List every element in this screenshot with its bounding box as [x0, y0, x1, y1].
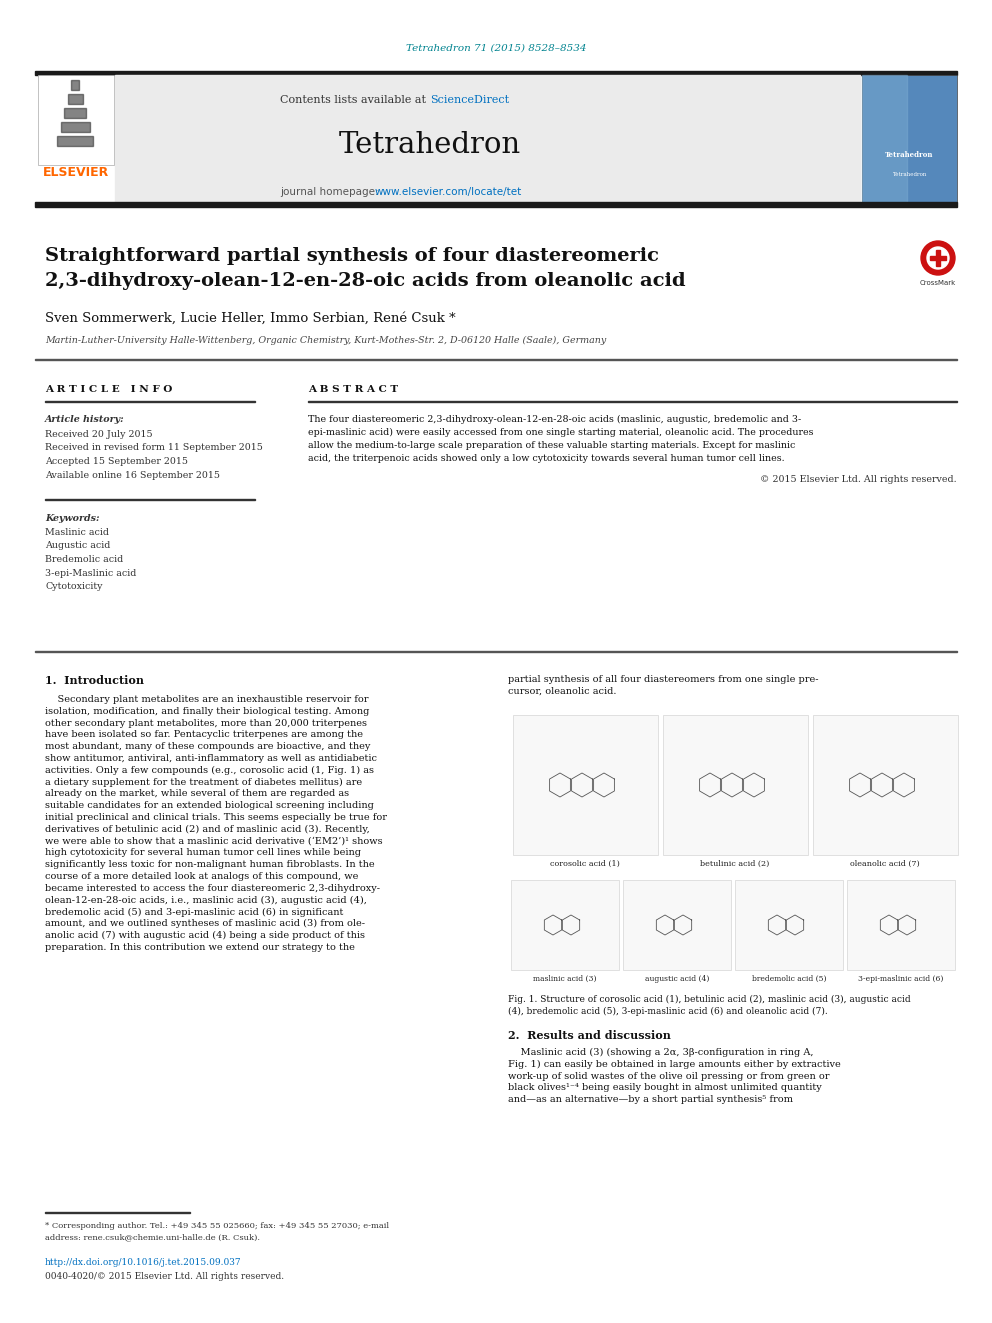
Text: bredemolic acid (5) and 3-epi-maslinic acid (6) in significant: bredemolic acid (5) and 3-epi-maslinic a… [45, 908, 343, 917]
Text: 1.  Introduction: 1. Introduction [45, 675, 144, 687]
Text: http://dx.doi.org/10.1016/j.tet.2015.09.037: http://dx.doi.org/10.1016/j.tet.2015.09.… [45, 1258, 242, 1267]
Text: Tetrahedron 71 (2015) 8528–8534: Tetrahedron 71 (2015) 8528–8534 [406, 44, 586, 53]
Bar [35, 202, 957, 206]
Text: amount, and we outlined syntheses of maslinic acid (3) from ole-: amount, and we outlined syntheses of mas… [45, 919, 365, 929]
Text: Martin-Luther-University Halle-Wittenberg, Organic Chemistry, Kurt-Mothes-Str. 2: Martin-Luther-University Halle-Wittenber… [45, 336, 606, 345]
Text: allow the medium-to-large scale preparation of these valuable starting materials: allow the medium-to-large scale preparat… [308, 441, 796, 450]
Text: initial preclinical and clinical trials. This seems especially be true for: initial preclinical and clinical trials.… [45, 814, 387, 822]
Bar [862, 75, 957, 205]
Text: show antitumor, antiviral, anti-inflammatory as well as antidiabetic: show antitumor, antiviral, anti-inflamma… [45, 754, 377, 763]
Text: 0040-4020/© 2015 Elsevier Ltd. All rights reserved.: 0040-4020/© 2015 Elsevier Ltd. All right… [45, 1271, 284, 1281]
Text: ELSEVIER: ELSEVIER [43, 165, 109, 179]
Text: have been isolated so far. Pentacyclic triterpenes are among the: have been isolated so far. Pentacyclic t… [45, 730, 363, 740]
Bar [64, 108, 86, 118]
Text: partial synthesis of all four diastereomers from one single pre-: partial synthesis of all four diastereom… [508, 675, 818, 684]
Circle shape [921, 241, 955, 275]
Text: Keywords:: Keywords: [45, 515, 99, 523]
Text: The four diastereomeric 2,3-dihydroxy-olean-12-en-28-oic acids (maslinic, august: The four diastereomeric 2,3-dihydroxy-ol… [308, 415, 802, 425]
Text: Sven Sommerwerk, Lucie Heller, Immo Serbian, René Csuk *: Sven Sommerwerk, Lucie Heller, Immo Serb… [45, 312, 455, 325]
Text: Straightforward partial synthesis of four diastereomeric: Straightforward partial synthesis of fou… [45, 247, 659, 265]
Text: oleanolic acid (7): oleanolic acid (7) [850, 860, 920, 868]
Text: significantly less toxic for non-malignant human fibroblasts. In the: significantly less toxic for non-maligna… [45, 860, 375, 869]
Text: 2,3-dihydroxy-olean-12-en-28-oic acids from oleanolic acid: 2,3-dihydroxy-olean-12-en-28-oic acids f… [45, 273, 685, 290]
Circle shape [927, 247, 949, 269]
Text: CrossMark: CrossMark [920, 280, 956, 286]
Bar [847, 880, 955, 970]
Text: corosolic acid (1): corosolic acid (1) [550, 860, 620, 868]
Text: © 2015 Elsevier Ltd. All rights reserved.: © 2015 Elsevier Ltd. All rights reserved… [761, 475, 957, 484]
Text: Tetrahedron: Tetrahedron [885, 151, 933, 159]
Text: Article history:: Article history: [45, 415, 125, 423]
Text: Contents lists available at: Contents lists available at [281, 95, 430, 105]
Text: other secondary plant metabolites, more than 20,000 triterpenes: other secondary plant metabolites, more … [45, 718, 367, 728]
Text: Tetrahedron: Tetrahedron [892, 172, 927, 177]
Text: work-up of solid wastes of the olive oil pressing or from green or: work-up of solid wastes of the olive oil… [508, 1072, 829, 1081]
Text: maslinic acid (3): maslinic acid (3) [534, 975, 597, 983]
Bar [57, 136, 93, 146]
Text: Secondary plant metabolites are an inexhaustible reservoir for: Secondary plant metabolites are an inexh… [45, 695, 368, 704]
Text: Accepted 15 September 2015: Accepted 15 September 2015 [45, 456, 188, 466]
Bar [71, 79, 79, 90]
Bar [623, 880, 731, 970]
Text: black olives¹⁻⁴ being easily bought in almost unlimited quantity: black olives¹⁻⁴ being easily bought in a… [508, 1084, 821, 1093]
Text: Tetrahedron: Tetrahedron [339, 131, 521, 159]
Text: * Corresponding author. Tel.: +49 345 55 025660; fax: +49 345 55 27030; e-mail: * Corresponding author. Tel.: +49 345 55… [45, 1222, 389, 1230]
Text: Received 20 July 2015: Received 20 July 2015 [45, 430, 153, 439]
Text: Available online 16 September 2015: Available online 16 September 2015 [45, 471, 220, 479]
Text: isolation, modification, and finally their biological testing. Among: isolation, modification, and finally the… [45, 706, 369, 716]
Text: Fig. 1. Structure of corosolic acid (1), betulinic acid (2), maslinic acid (3), : Fig. 1. Structure of corosolic acid (1),… [508, 995, 911, 1004]
Text: augustic acid (4): augustic acid (4) [645, 975, 709, 983]
Text: Fig. 1) can easily be obtained in large amounts either by extractive: Fig. 1) can easily be obtained in large … [508, 1060, 841, 1069]
Text: Bredemolic acid: Bredemolic acid [45, 556, 123, 564]
Bar [862, 75, 907, 205]
Text: 3-epi-maslinic acid (6): 3-epi-maslinic acid (6) [858, 975, 943, 983]
Text: Augustic acid: Augustic acid [45, 541, 110, 550]
Bar [511, 880, 619, 970]
Text: a dietary supplement for the treatment of diabetes mellitus) are: a dietary supplement for the treatment o… [45, 778, 362, 787]
Text: most abundant, many of these compounds are bioactive, and they: most abundant, many of these compounds a… [45, 742, 370, 751]
Text: cursor, oleanolic acid.: cursor, oleanolic acid. [508, 687, 616, 696]
Text: 2.  Results and discussion: 2. Results and discussion [508, 1031, 671, 1041]
Text: olean-12-en-28-oic acids, i.e., maslinic acid (3), augustic acid (4),: olean-12-en-28-oic acids, i.e., maslinic… [45, 896, 367, 905]
Text: A R T I C L E   I N F O: A R T I C L E I N F O [45, 385, 173, 394]
Text: address: rene.csuk@chemie.uni-halle.de (R. Csuk).: address: rene.csuk@chemie.uni-halle.de (… [45, 1233, 260, 1241]
Text: ScienceDirect: ScienceDirect [430, 95, 509, 105]
Text: A B S T R A C T: A B S T R A C T [308, 385, 398, 394]
Text: www.elsevier.com/locate/tet: www.elsevier.com/locate/tet [375, 187, 522, 197]
Bar [35, 71, 957, 75]
Bar [930, 255, 946, 261]
Bar [663, 714, 808, 855]
Text: (4), bredemolic acid (5), 3-epi-maslinic acid (6) and oleanolic acid (7).: (4), bredemolic acid (5), 3-epi-maslinic… [508, 1007, 827, 1016]
Text: became interested to access the four diastereomeric 2,3-dihydroxy-: became interested to access the four dia… [45, 884, 380, 893]
Text: activities. Only a few compounds (e.g., corosolic acid (1, Fig. 1) as: activities. Only a few compounds (e.g., … [45, 766, 374, 775]
Text: derivatives of betulinic acid (2) and of maslinic acid (3). Recently,: derivatives of betulinic acid (2) and of… [45, 824, 370, 833]
Text: already on the market, while several of them are regarded as: already on the market, while several of … [45, 790, 349, 798]
Text: we were able to show that a maslinic acid derivative (‘EM2’)¹ shows: we were able to show that a maslinic aci… [45, 836, 383, 845]
Text: acid, the triterpenoic acids showed only a low cytotoxicity towards several huma: acid, the triterpenoic acids showed only… [308, 454, 785, 463]
Bar [936, 250, 940, 266]
Bar [513, 714, 658, 855]
Text: Cytotoxicity: Cytotoxicity [45, 582, 102, 591]
Bar [38, 75, 114, 165]
Text: high cytotoxicity for several human tumor cell lines while being: high cytotoxicity for several human tumo… [45, 848, 361, 857]
Text: Received in revised form 11 September 2015: Received in revised form 11 September 20… [45, 443, 263, 452]
Text: Maslinic acid (3) (showing a 2α, 3β-configuration in ring A,: Maslinic acid (3) (showing a 2α, 3β-conf… [508, 1048, 813, 1057]
Bar [813, 714, 958, 855]
Bar [735, 880, 843, 970]
Text: anolic acid (7) with augustic acid (4) being a side product of this: anolic acid (7) with augustic acid (4) b… [45, 931, 365, 941]
Text: journal homepage:: journal homepage: [280, 187, 382, 197]
Text: bredemolic acid (5): bredemolic acid (5) [752, 975, 826, 983]
Text: suitable candidates for an extended biological screening including: suitable candidates for an extended biol… [45, 802, 374, 810]
Text: and—as an alternative—by a short partial synthesis⁵ from: and—as an alternative—by a short partial… [508, 1095, 793, 1105]
Text: epi-maslinic acid) were easily accessed from one single starting material, olean: epi-maslinic acid) were easily accessed … [308, 429, 813, 437]
Bar [61, 122, 90, 132]
Text: course of a more detailed look at analogs of this compound, we: course of a more detailed look at analog… [45, 872, 358, 881]
Text: betulinic acid (2): betulinic acid (2) [700, 860, 770, 868]
Bar [68, 94, 83, 105]
Text: preparation. In this contribution we extend our strategy to the: preparation. In this contribution we ext… [45, 943, 355, 951]
Text: Maslinic acid: Maslinic acid [45, 528, 109, 537]
Bar [115, 75, 860, 205]
Text: 3-epi-Maslinic acid: 3-epi-Maslinic acid [45, 569, 136, 578]
